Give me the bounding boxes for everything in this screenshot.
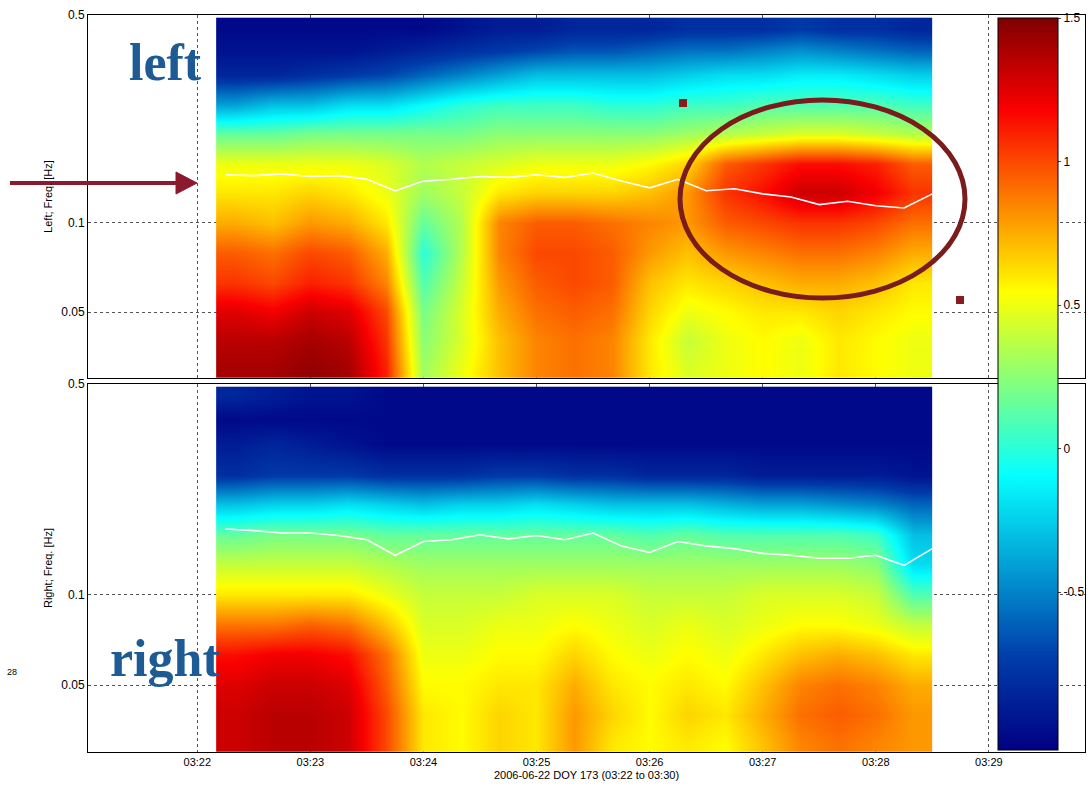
svg-text:0.05: 0.05 (61, 678, 85, 692)
svg-text:0: 0 (1063, 442, 1070, 456)
svg-text:0.5: 0.5 (68, 377, 85, 391)
svg-text:03:23: 03:23 (297, 756, 325, 768)
svg-text:0.1: 0.1 (68, 588, 85, 602)
svg-text:0.1: 0.1 (68, 216, 85, 230)
svg-text:03:25: 03:25 (523, 756, 551, 768)
svg-text:28: 28 (7, 667, 17, 677)
svg-text:2006-06-22 DOY 173 (03:22 to 0: 2006-06-22 DOY 173 (03:22 to 03:30) (494, 769, 679, 781)
svg-text:03:27: 03:27 (749, 756, 777, 768)
svg-text:0.5: 0.5 (1063, 298, 1080, 312)
svg-text:1: 1 (1063, 155, 1070, 169)
svg-text:right: right (110, 630, 220, 687)
svg-text:0.05: 0.05 (61, 305, 85, 319)
svg-text:1.5: 1.5 (1063, 11, 1080, 25)
svg-text:-0.5: -0.5 (1063, 585, 1084, 599)
svg-text:03:28: 03:28 (862, 756, 890, 768)
svg-text:Right; Freq. [Hz]: Right; Freq. [Hz] (42, 528, 54, 608)
svg-text:0.5: 0.5 (68, 8, 85, 22)
svg-text:03:26: 03:26 (636, 756, 664, 768)
svg-text:left: left (129, 34, 202, 91)
svg-text:03:24: 03:24 (410, 756, 438, 768)
svg-text:03:22: 03:22 (184, 756, 212, 768)
svg-text:Left; Freq. [Hz]: Left; Freq. [Hz] (42, 160, 54, 233)
svg-text:03:29: 03:29 (975, 756, 1003, 768)
